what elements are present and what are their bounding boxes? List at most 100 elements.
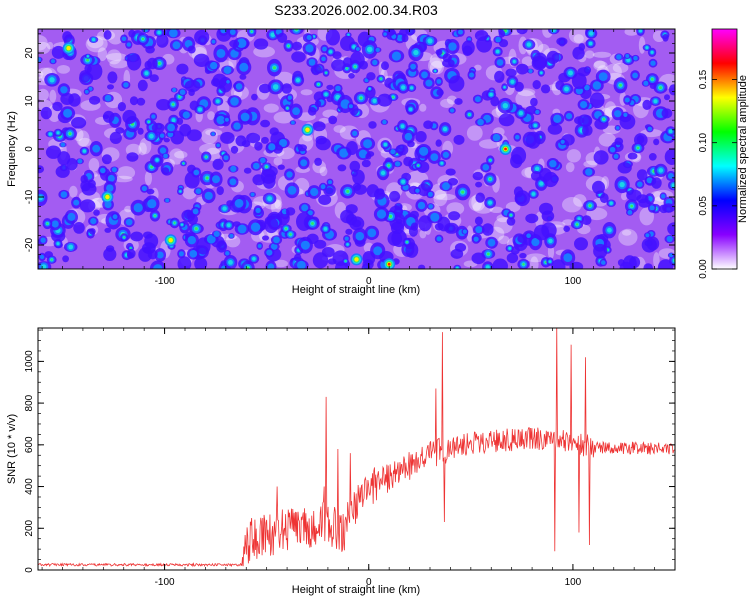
heatmap-blob [250,30,253,33]
heatmap-blob [57,65,70,74]
heatmap-blob [205,176,209,180]
heatmap-blob [359,96,363,100]
line-x-tick-label: 0 [366,577,372,588]
line-y-ticks: 0 200 400 600 800 1000 [24,329,675,573]
heatmap-blob [548,238,553,244]
heatmap-blob [294,253,302,262]
heatmap-blob [255,207,261,214]
heatmap-blob [62,31,73,43]
heatmap-blob [453,134,465,145]
heatmap-blob [352,130,358,136]
heatmap-blob [216,48,226,58]
heatmap-blob [326,84,334,90]
heatmap-blob [112,214,118,220]
heatmap-blob [564,86,569,92]
heatmap-blob [60,142,66,147]
heatmap-blob [434,223,444,231]
heatmap-blob [277,32,288,44]
colorbar-label: Normalized spectral amplitude [737,75,749,223]
heatmap-blob [624,97,630,103]
heatmap-blob [323,227,328,231]
heatmap-blob [364,78,369,83]
line-y-axis-label: SNR (10 * v/v) [6,414,18,484]
colorbar-tick-label: 0.05 [698,196,709,216]
heatmap-blob [381,61,389,71]
heatmap-blob [510,214,512,216]
heatmap-blob [619,261,633,269]
heatmap-blob [417,201,426,210]
heatmap-blob [400,124,405,129]
heatmap-blob [229,178,237,186]
heatmap-blob [260,119,271,128]
heatmap-blob [307,210,313,216]
heatmap-blob [582,124,593,136]
heatmap-blob [531,238,540,247]
heatmap-blob [664,94,670,101]
heatmap-blob [89,95,101,105]
heatmap-blob [71,117,87,129]
heatmap-blob [387,164,390,167]
heatmap-blob [310,64,322,74]
heatmap-blob [240,112,250,122]
heatmap-blob [615,126,620,130]
heatmap-blob [442,126,448,132]
heatmap-blob [137,79,148,92]
heatmap-blob [68,132,72,136]
heatmap-blob [419,103,427,112]
heatmap-blob [401,179,406,184]
heatmap-blob [396,34,404,42]
heatmap-blob [653,252,660,269]
heatmap-blob [167,123,176,132]
heatmap-blob [206,234,216,244]
colorbar-frame [711,28,738,270]
heatmap-blob [368,87,371,90]
heatmap-blob [488,200,493,205]
heatmap-blob [310,187,319,197]
heatmap-blob [147,121,150,123]
heatmap-blob [321,247,335,258]
heatmap-blob [279,139,288,147]
heatmap-blob [111,167,117,173]
heatmap-blob [139,137,152,155]
heatmap-blob [287,44,290,47]
heatmap-blob [176,63,189,75]
heatmap-blob [220,131,235,144]
heatmap-blob [80,180,91,192]
heatmap-blob [593,60,608,71]
heatmap-blob [69,185,78,198]
heatmap-blob [182,111,190,119]
heatmap-blob [333,125,346,133]
heatmap-blob [324,92,328,97]
heatmap-blob [171,118,176,123]
heatmap-blob [121,36,127,42]
heatmap-blob [651,177,662,189]
heatmap-blob [442,151,449,158]
heatmap-blob [236,38,247,48]
heatmap-blob [331,59,346,72]
heatmap-blob [495,36,501,43]
heatmap-blob [519,252,527,259]
heatmap-blob [291,120,295,125]
heatmap-blob [622,229,632,236]
heatmap-blob [229,39,240,48]
heatmap-blob [267,263,275,269]
heatmap-blob [149,133,154,139]
heatmap-blob [395,204,403,211]
heatmap-blob [598,132,616,147]
heatmap-blob [204,191,213,200]
heatmap-blob [436,89,444,96]
heatmap-blob [588,41,593,46]
heatmap-blob [638,198,651,208]
heatmap-blob [335,85,341,92]
heatmap-blob [287,185,297,195]
heatmap-blob [584,50,595,59]
heatmap-blob [344,236,349,241]
heatmap-blob [105,53,128,61]
heatmap-blob [211,39,216,44]
heatmap-blob [546,50,560,64]
heatmap-blob [297,144,307,152]
heatmap-blob [321,56,326,62]
heatmap-blob [186,129,202,142]
heatmap-blob [126,54,142,71]
heatmap-blob [571,72,587,90]
